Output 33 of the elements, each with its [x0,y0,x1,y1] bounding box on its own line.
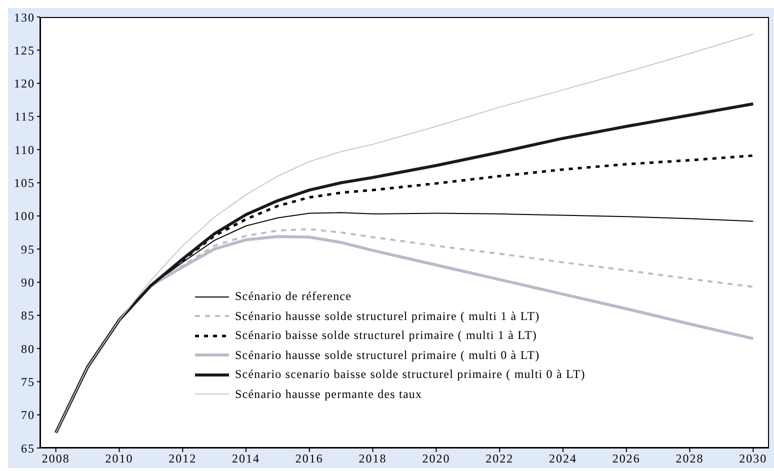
legend-label: Scénario hausse solde structurel primaire ( multi 1 à LT) [235,308,540,324]
line-series [55,34,754,434]
legend-label: Scénario hausse permante des taux [235,386,422,402]
x-tick-label: 2026 [612,452,640,466]
y-tick-label: 75 [21,374,35,389]
x-tick-label: 2020 [422,452,450,466]
y-tick-label: 110 [14,142,35,157]
x-tick-label: 2008 [42,452,70,466]
y-tick-label: 130 [14,10,35,24]
x-tick-label: 2016 [295,452,324,466]
y-tick-label: 125 [14,43,35,58]
x-tick-label: 2010 [105,452,134,466]
x-tick-label: 2014 [232,452,260,466]
y-tick-label: 95 [21,242,35,256]
y-tick-label: 105 [14,176,35,190]
x-tick-label: 2022 [486,452,514,466]
x-tick-label: 2028 [676,452,704,466]
x-tick-label: 2030 [739,452,768,466]
y-tick-label: 100 [14,209,35,224]
y-tick-label: 70 [21,408,35,422]
x-tick-label: 2012 [168,452,197,466]
y-tick-label: 85 [21,308,35,323]
x-tick-label: 2024 [548,452,577,466]
legend-label: Scénario de réference [235,288,352,305]
y-tick-label: 120 [14,76,35,91]
y-tick-label: 115 [14,110,35,124]
legend-label: Scénario hausse solde structurel primaire ( multi 0 à LT) [235,346,540,364]
y-tick-label: 80 [21,342,35,356]
x-tick-label: 2018 [358,452,387,466]
y-tick-label: 90 [21,275,35,290]
y-tick-label: 65 [21,441,35,456]
legend-label: Scénario baisse solde structurel primaire ( multi 1 à LT) [235,327,538,344]
legend-label: Scénario scenario baisse solde structurel primaire ( multi 0 à LT) [235,366,586,383]
